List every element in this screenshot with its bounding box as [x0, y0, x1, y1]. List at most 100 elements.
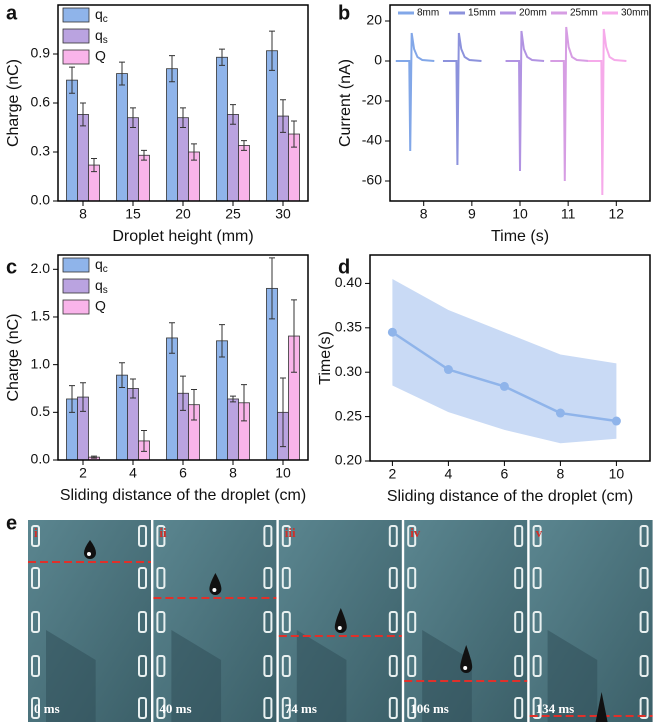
- line: [395, 32, 435, 152]
- point: [499, 381, 509, 391]
- bar: [116, 73, 128, 202]
- electrode: [263, 697, 273, 719]
- x-tick-label: 2: [389, 466, 397, 482]
- x-tick-label: 25: [225, 206, 241, 222]
- electrode: [532, 525, 542, 547]
- electrode: [263, 611, 273, 633]
- error-bar: [280, 99, 286, 133]
- error-bar: [141, 149, 147, 161]
- error-bar: [180, 375, 186, 411]
- line: [442, 32, 482, 166]
- shadow: [547, 630, 598, 722]
- error-bar: [241, 140, 247, 151]
- shadow: [422, 630, 472, 722]
- error-bar: [291, 120, 297, 148]
- error-bar: [269, 30, 275, 71]
- x-tick-label: 8: [79, 206, 87, 222]
- electrode: [281, 567, 291, 589]
- bar: [77, 114, 89, 202]
- y-tick-label: 0.3: [31, 143, 51, 159]
- frame-time: 134 ms: [536, 701, 575, 716]
- x-tick-label: 20: [175, 206, 191, 222]
- y-axis-label: Current (nA): [337, 59, 354, 147]
- bar: [166, 68, 178, 202]
- error-bar: [219, 324, 225, 358]
- point: [443, 365, 453, 375]
- legend-swatch: [62, 7, 90, 23]
- legend-swatch: [62, 278, 90, 294]
- frame-index: v: [536, 525, 543, 540]
- frame-index: ii: [159, 525, 167, 540]
- electrode: [31, 525, 40, 547]
- electrode: [514, 697, 524, 719]
- y-tick-label: 0.35: [335, 319, 362, 335]
- legend-label: 15mm: [468, 8, 496, 19]
- y-tick-label: -20: [362, 92, 382, 108]
- electrode: [31, 567, 40, 589]
- shadow: [296, 630, 347, 722]
- electrode: [639, 697, 649, 719]
- legend-label: qc: [95, 256, 108, 275]
- error-bar: [191, 143, 197, 161]
- y-tick-label: -60: [362, 172, 382, 188]
- legend-label: Q: [95, 298, 106, 314]
- electrode: [388, 525, 398, 547]
- bar: [216, 340, 228, 461]
- electrode: [263, 525, 273, 547]
- electrode: [156, 655, 166, 677]
- highlight: [337, 626, 342, 630]
- legend-label: qc: [95, 6, 108, 25]
- electrode: [138, 611, 147, 633]
- electrode: [407, 611, 417, 633]
- y-tick-label: 0.0: [31, 451, 51, 467]
- x-axis-label: Sliding distance of the droplet (cm): [387, 488, 633, 505]
- x-tick-label: 11: [561, 206, 576, 222]
- electrode: [407, 697, 417, 719]
- droplet: [460, 645, 473, 673]
- electrode: [639, 611, 649, 633]
- electrode: [138, 567, 147, 589]
- y-tick-label: 2.0: [31, 260, 51, 276]
- x-tick-label: 8: [420, 206, 428, 222]
- electrode: [156, 611, 166, 633]
- y-tick-label: 0.0: [31, 192, 51, 208]
- frame-time: 106 ms: [410, 701, 449, 716]
- x-axis-label: Time (s): [491, 228, 549, 245]
- legend-swatch: [62, 49, 90, 65]
- x-tick-label: 6: [501, 466, 509, 482]
- error-bar: [119, 362, 125, 389]
- panel-label: e: [6, 512, 17, 534]
- electrode: [407, 567, 417, 589]
- electrode: [388, 611, 398, 633]
- frame-time: 74 ms: [285, 701, 317, 716]
- bar: [166, 337, 178, 461]
- shadow: [171, 630, 222, 722]
- electrode: [281, 525, 291, 547]
- electrode: [281, 611, 291, 633]
- electrode: [407, 655, 417, 677]
- electrode: [388, 655, 398, 677]
- droplet: [334, 608, 347, 633]
- error-bar: [69, 66, 75, 94]
- electrode: [156, 525, 166, 547]
- bar: [138, 154, 150, 202]
- panel-label: c: [6, 256, 17, 278]
- electrode: [138, 697, 147, 719]
- electrode: [532, 697, 542, 719]
- line: [505, 30, 545, 172]
- plot-frame: [369, 254, 651, 462]
- line: [587, 28, 627, 196]
- x-tick-label: 2: [79, 465, 87, 481]
- y-tick-label: 0.30: [335, 363, 362, 379]
- x-tick-label: 6: [179, 465, 187, 481]
- electrode: [514, 655, 524, 677]
- electrode: [156, 567, 166, 589]
- x-tick-label: 10: [609, 466, 625, 482]
- legend-label: 20mm: [519, 8, 547, 19]
- electrode: [514, 567, 524, 589]
- error-bar: [191, 388, 197, 421]
- frame-index: iii: [285, 525, 296, 540]
- y-axis-label: Charge (nC): [5, 313, 22, 401]
- plot-frame: [57, 254, 309, 461]
